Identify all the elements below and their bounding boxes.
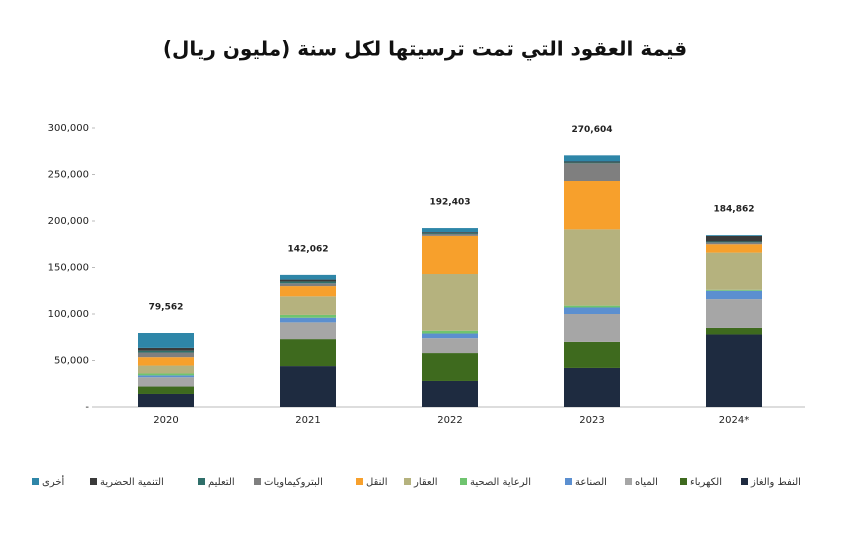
bar-segment (138, 393, 194, 407)
bar-segment (280, 322, 336, 340)
y-tick-label: 150,000 (48, 263, 89, 274)
x-tick-label: 2022 (437, 415, 462, 426)
y-tick-label: - (85, 402, 89, 413)
legend-swatch (460, 478, 467, 485)
total-label: 142,062 (288, 244, 329, 254)
bar-segment (564, 307, 620, 314)
bar-segment (280, 281, 336, 284)
bar-segment (280, 286, 336, 297)
bar-segment (280, 339, 336, 367)
legend-swatch (404, 478, 411, 485)
legend-swatch (565, 478, 572, 485)
bar-segment (138, 357, 194, 366)
y-tick-label: 100,000 (48, 309, 89, 320)
bar-segment (422, 234, 478, 236)
bar-segment (280, 283, 336, 287)
bar-segment (564, 367, 620, 407)
legend-label: المياه (635, 477, 658, 488)
x-tick-label: 2021 (295, 415, 320, 426)
bar-segment (706, 241, 762, 243)
bar-segment (706, 252, 762, 290)
bar-segment (564, 314, 620, 342)
legend-label: النقل (366, 477, 387, 488)
bar-segment (422, 232, 478, 234)
bar-segment (706, 289, 762, 291)
legend-label: أخرى (42, 475, 65, 488)
bar-segment (422, 233, 478, 235)
legend-swatch (356, 478, 363, 485)
bar-segment (138, 375, 194, 378)
y-tick-label: 250,000 (48, 170, 89, 181)
bar-segment (564, 161, 620, 163)
bar-segment (564, 229, 620, 306)
legend-label: التنمية الحضرية (100, 477, 164, 488)
legend-swatch (90, 478, 97, 485)
total-label: 184,862 (714, 205, 755, 215)
bar-segment (564, 162, 620, 164)
legend-swatch (741, 478, 748, 485)
bar-segment (422, 333, 478, 339)
legend-swatch (198, 478, 205, 485)
total-label: 79,562 (149, 303, 184, 313)
bar-segment (564, 305, 620, 308)
legend-swatch (254, 478, 261, 485)
bar-segment (280, 366, 336, 407)
bar-segment (138, 350, 194, 353)
legend-label: العقار (413, 477, 438, 488)
bar-segment (706, 327, 762, 335)
legend-label: التعليم (208, 477, 235, 488)
bar-segment (422, 235, 478, 275)
bar-segment (564, 163, 620, 182)
bar-segment (138, 352, 194, 358)
y-tick-label: 50,000 (54, 356, 89, 367)
bar-segment (138, 365, 194, 374)
legend-swatch (625, 478, 632, 485)
bar-segment (138, 347, 194, 351)
legend-swatch (680, 478, 687, 485)
bar-segment (706, 334, 762, 407)
bar-segment (422, 353, 478, 381)
bar-segment (422, 338, 478, 354)
bar-segment (564, 181, 620, 230)
legend-swatch (32, 478, 39, 485)
bar-segment (564, 341, 620, 368)
total-label: 270,604 (572, 125, 613, 135)
bar-segment (706, 244, 762, 253)
bar-segment (706, 242, 762, 245)
total-label: 192,403 (430, 198, 471, 208)
bar-segment (706, 290, 762, 300)
bar-segment (280, 296, 336, 315)
bar-segment (138, 373, 194, 376)
bar-segment (564, 155, 620, 162)
bar-segment (138, 377, 194, 387)
bar-segment (706, 299, 762, 328)
bar-segment (280, 317, 336, 323)
x-tick-label: 2020 (153, 415, 178, 426)
y-tick-label: 300,000 (48, 123, 89, 134)
bar-segment (280, 279, 336, 282)
bar-segment (280, 274, 336, 280)
y-tick-label: 200,000 (48, 216, 89, 227)
bar-segment (706, 235, 762, 236)
x-tick-label: 2024* (719, 415, 749, 426)
bar-segment (422, 330, 478, 334)
legend-label: الرعاية الصحية (470, 477, 531, 488)
x-tick-label: 2023 (579, 415, 604, 426)
bar-segment (138, 386, 194, 394)
bar-segment (280, 314, 336, 318)
legend-label: النفط والغاز (750, 477, 801, 488)
legend-label: البتروكيماويات (264, 477, 323, 488)
legend-label: الصناعة (575, 477, 607, 488)
bar-segment (422, 274, 478, 331)
bar-segment (422, 228, 478, 233)
legend-label: الكهرباء (690, 477, 722, 488)
bar-segment (706, 235, 762, 242)
bar-segment (138, 333, 194, 348)
bar-segment (422, 380, 478, 407)
chart-title: قيمة العقود التي تمت ترسيتها لكل سنة (مل… (163, 37, 687, 62)
